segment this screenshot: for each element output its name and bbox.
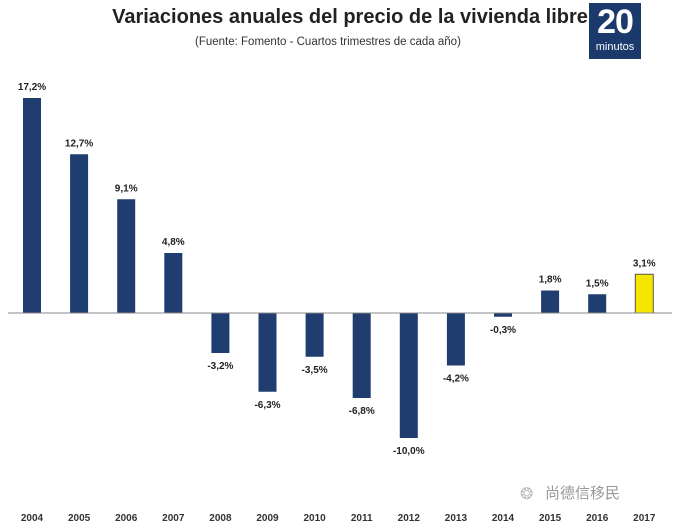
- bar-2015: [541, 290, 560, 313]
- data-label-2007: 4,8%: [162, 237, 185, 248]
- x-tick-2014: 2014: [492, 513, 515, 524]
- data-label-2009: -6,3%: [254, 400, 280, 411]
- data-label-2016: 1,5%: [586, 278, 609, 289]
- x-tick-2016: 2016: [586, 513, 609, 524]
- bar-2017: [634, 273, 654, 314]
- x-tick-2015: 2015: [539, 513, 562, 524]
- x-tick-2006: 2006: [115, 513, 138, 524]
- chart-title: Variaciones anuales del precio de la viv…: [112, 6, 588, 28]
- x-tick-2011: 2011: [351, 513, 373, 524]
- x-tick-2009: 2009: [256, 513, 279, 524]
- x-tick-2007: 2007: [162, 513, 185, 524]
- bar-2014: [494, 313, 512, 317]
- data-label-2010: -3,5%: [302, 365, 328, 376]
- bar-2007: [164, 253, 183, 313]
- x-tick-2013: 2013: [445, 513, 468, 524]
- x-tick-2010: 2010: [303, 513, 326, 524]
- data-label-2017: 3,1%: [633, 258, 656, 269]
- bar-2009: [258, 313, 277, 392]
- data-label-2005: 12,7%: [65, 138, 93, 149]
- data-label-2008: -3,2%: [207, 361, 233, 372]
- x-tick-2008: 2008: [209, 513, 232, 524]
- wechat-icon: ❂: [520, 486, 534, 503]
- x-tick-2005: 2005: [68, 513, 91, 524]
- watermark: 尚德信移民: [545, 485, 621, 502]
- bar-2013: [446, 313, 465, 366]
- logo-word: minutos: [595, 41, 635, 53]
- data-label-2015: 1,8%: [539, 275, 562, 286]
- data-label-2013: -4,2%: [443, 374, 469, 385]
- bar-2004: [23, 98, 41, 313]
- data-label-2014: -0,3%: [490, 325, 516, 336]
- chart-subtitle: (Fuente: Fomento - Cuartos trimestres de…: [195, 36, 461, 48]
- bar-2008: [211, 313, 230, 353]
- x-tick-2017: 2017: [633, 513, 656, 524]
- logo-20minutos: 20 minutos: [589, 3, 641, 59]
- data-label-2004: 17,2%: [18, 82, 46, 93]
- bar-2012: [399, 313, 418, 438]
- data-label-2011: -6,8%: [349, 406, 375, 417]
- x-tick-2012: 2012: [398, 513, 421, 524]
- bar-2006: [117, 199, 136, 313]
- data-label-2012: -10,0%: [393, 446, 425, 457]
- bar-2005: [70, 154, 89, 313]
- bar-2010: [305, 313, 324, 357]
- bar-2011: [352, 313, 371, 398]
- bar-2016: [588, 294, 607, 313]
- data-label-2006: 9,1%: [115, 183, 138, 194]
- logo-number: 20: [597, 3, 634, 41]
- x-tick-2004: 2004: [21, 513, 44, 524]
